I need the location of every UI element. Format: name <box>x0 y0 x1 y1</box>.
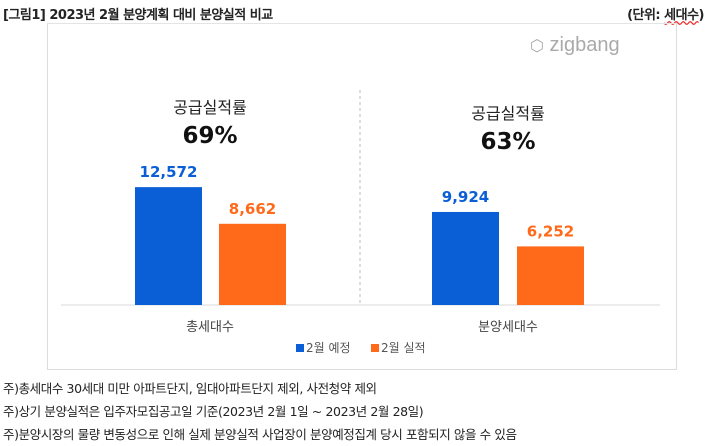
annotation-value: 69% <box>182 123 237 149</box>
category-label: 분양세대수 <box>478 320 538 335</box>
footnotes: 주)총세대수 30세대 미만 아파트단지, 임대아파트단지 제외, 사전청약 제… <box>3 377 517 446</box>
data-label: 8,662 <box>229 200 276 218</box>
footnote: 주)총세대수 30세대 미만 아파트단지, 임대아파트단지 제외, 사전청약 제… <box>3 381 377 396</box>
legend-swatch <box>371 344 379 352</box>
bar <box>432 211 499 305</box>
bar-chart: 12,572 8,662 공급실적률 69% 총세대수 9,924 6,252 공급실적률 63… <box>61 90 660 355</box>
annotation-label: 공급실적률 <box>471 104 545 123</box>
unit-suffix: ) <box>698 8 705 23</box>
bar <box>135 187 202 305</box>
footnote: 주)분양시장의 물량 변동성으로 인해 실제 분양실적 사업장이 분양예정집계 … <box>3 427 517 442</box>
annotation-value: 63% <box>480 129 535 155</box>
legend-swatch <box>296 344 304 352</box>
data-label: 6,252 <box>527 222 574 240</box>
unit-prefix: (단위: <box>627 8 665 23</box>
figure-title: [그림1] 2023년 2월 분양계획 대비 분양실적 비교 <box>3 8 273 23</box>
annotation-label: 공급실적률 <box>173 98 247 117</box>
unit-label: (단위: 세대수) <box>627 4 704 23</box>
legend-label: 2월 예정 <box>306 341 351 355</box>
category-label: 총세대수 <box>186 320 234 335</box>
footnote: 주)상기 분양실적은 입주자모집공고일 기준(2023년 2월 1일 ~ 202… <box>3 404 424 419</box>
chart-frame <box>47 23 677 370</box>
data-label: 12,572 <box>140 163 198 181</box>
logo-text: zigbang <box>549 34 620 56</box>
legend-label: 2월 실적 <box>381 341 426 355</box>
bar <box>219 223 286 305</box>
zigbang-logo: ⬡ zigbang <box>530 34 620 56</box>
unit-word: 세대수 <box>664 8 699 23</box>
data-label: 9,924 <box>442 188 489 206</box>
bar <box>517 246 584 305</box>
